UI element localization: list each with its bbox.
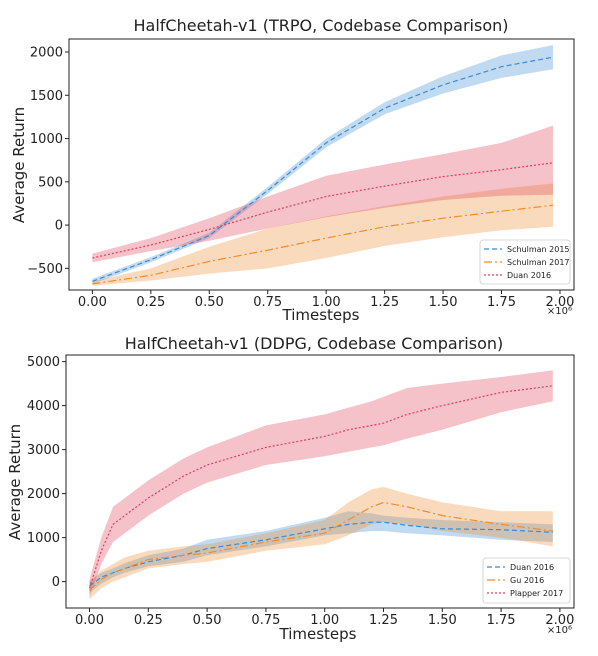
series-line-plapper-2017 [88, 385, 553, 589]
y-tick-label: 1500 [30, 89, 63, 104]
y-tick-label: 2000 [30, 45, 63, 60]
x-tick-label: 0.75 [253, 295, 282, 310]
x-tick-label: 0.00 [78, 295, 107, 310]
series-line-schulman-2015 [92, 56, 554, 282]
plot-frame [65, 354, 575, 609]
chart-trpo: HalfCheetah-v1 (TRPO, Codebase Compariso… [10, 16, 575, 324]
band-plapper-2017 [89, 370, 553, 597]
x-tick-label: 1.75 [487, 295, 516, 310]
y-tick-label: −500 [27, 262, 63, 277]
x-axis-label: Timesteps [282, 306, 360, 324]
legend-label-schulman-2015: Schulman 2015 [507, 245, 570, 254]
x-tick-label: 0.25 [134, 613, 163, 628]
x-tick-label: 1.00 [312, 295, 341, 310]
series-line-duan-2016 [92, 162, 554, 259]
y-tick-label: 0 [55, 219, 63, 234]
band-schulman-2015 [92, 45, 554, 284]
series-lines [92, 56, 554, 285]
chart-title: HalfCheetah-v1 (TRPO, Codebase Compariso… [134, 16, 509, 35]
x-tick-label: 1.50 [429, 295, 458, 310]
y-tick-label: 500 [38, 175, 63, 190]
series-line-gu-2016 [89, 501, 553, 591]
x-tick-label: 0.50 [193, 613, 222, 628]
x-axis-exponent: ×10⁶ [547, 306, 572, 317]
x-tick-label: 0.25 [136, 295, 165, 310]
x-axis-label: Timesteps [279, 625, 357, 643]
y-tick-label: 2000 [27, 487, 60, 502]
x-tick-label: 2.00 [545, 613, 574, 628]
legend-label-schulman-2017: Schulman 2017 [507, 258, 570, 267]
band-schulman-2017 [92, 183, 554, 286]
confidence-bands [92, 45, 554, 286]
legend-box [482, 557, 571, 604]
confidence-bands [89, 370, 553, 600]
y-axis-label: Average Return [6, 424, 24, 540]
x-tick-label: 1.50 [428, 613, 457, 628]
x-tick-label: 0.00 [75, 613, 104, 628]
plot-frame [68, 38, 575, 291]
y-tick-label: 3000 [27, 443, 60, 458]
x-tick-label: 1.75 [487, 613, 516, 628]
band-duan-2016 [92, 125, 554, 263]
series-line-schulman-2017 [92, 204, 554, 285]
y-tick-label: 5000 [27, 355, 60, 370]
legend-label-plapper-2017: Plapper 2017 [510, 589, 563, 598]
x-tick-label: 2.00 [545, 295, 574, 310]
legend-label-duan-2016: Duan 2016 [510, 563, 554, 572]
x-tick-label: 1.00 [310, 613, 339, 628]
chart-title: HalfCheetah-v1 (DDPG, Codebase Compariso… [125, 334, 504, 353]
y-axis-label: Average Return [10, 107, 28, 223]
series-lines [88, 385, 553, 591]
band-duan-2016 [89, 511, 553, 593]
y-tick-label: 1000 [30, 132, 63, 147]
legend-box [479, 239, 571, 285]
legend-label-duan-2016: Duan 2016 [507, 271, 551, 280]
legend: Schulman 2015 Schulman 2017 Duan 2016 [479, 239, 571, 285]
chart-ddpg: HalfCheetah-v1 (DDPG, Codebase Compariso… [6, 334, 575, 643]
legend-label-gu-2016: Gu 2016 [510, 576, 544, 585]
legend: Duan 2016 Gu 2016 Plapper 2017 [482, 557, 571, 604]
x-tick-label: 1.25 [370, 295, 399, 310]
band-gu-2016 [89, 487, 553, 600]
axes: 0.00 0.25 0.50 0.75 1.00 1.25 1.50 1.75 2.00 0 100… [27, 355, 574, 628]
y-tick-label: 1000 [27, 531, 60, 546]
x-axis-exponent: ×10⁶ [547, 625, 572, 636]
x-tick-label: 1.25 [369, 613, 398, 628]
y-tick-label: 4000 [27, 399, 60, 414]
y-tick-label: 0 [52, 575, 60, 590]
x-tick-label: 0.50 [195, 295, 224, 310]
x-tick-label: 0.75 [251, 613, 280, 628]
axes: 0.00 0.25 0.50 0.75 1.00 1.25 1.50 1.75 2.00 −500… [27, 45, 574, 310]
